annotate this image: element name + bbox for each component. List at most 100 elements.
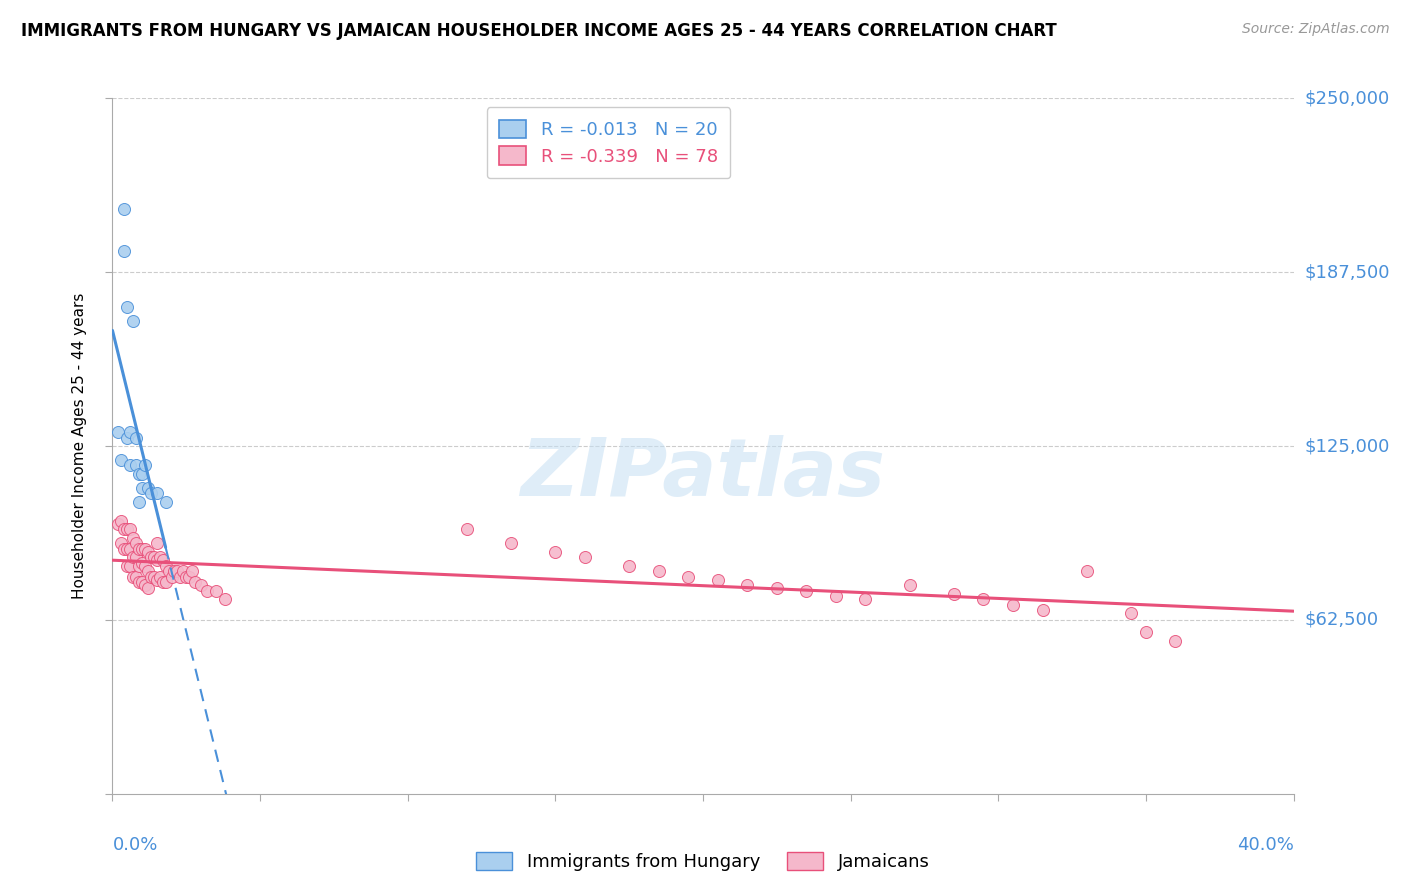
Point <box>544 545 567 559</box>
Point <box>181 564 204 578</box>
Point <box>117 558 138 573</box>
Point <box>195 583 218 598</box>
Point <box>120 523 142 537</box>
Text: 0.0%: 0.0% <box>112 836 157 854</box>
Point <box>155 494 177 508</box>
Point <box>1032 603 1054 617</box>
Point <box>128 575 150 590</box>
Point <box>139 570 162 584</box>
Point <box>134 541 156 556</box>
Point <box>157 564 180 578</box>
Point <box>131 467 153 481</box>
Point <box>134 578 156 592</box>
Point <box>122 531 145 545</box>
Point <box>112 523 135 537</box>
Point <box>139 486 162 500</box>
Text: 40.0%: 40.0% <box>1237 836 1294 854</box>
Point <box>125 550 148 565</box>
Point <box>128 467 150 481</box>
Point <box>179 570 201 584</box>
Point <box>973 592 995 607</box>
Point <box>125 570 148 584</box>
Point <box>120 458 142 473</box>
Point <box>146 486 169 500</box>
Text: $187,500: $187,500 <box>1305 263 1391 281</box>
Point <box>117 431 138 445</box>
Point <box>120 558 142 573</box>
Point <box>125 431 148 445</box>
Point <box>737 578 759 592</box>
Point <box>146 553 169 567</box>
Text: ZIPatlas: ZIPatlas <box>520 434 886 513</box>
Text: $250,000: $250,000 <box>1305 89 1391 107</box>
Point <box>149 550 172 565</box>
Point <box>117 300 138 314</box>
Point <box>174 570 197 584</box>
Point <box>110 453 132 467</box>
Point <box>898 578 921 592</box>
Point <box>574 550 596 565</box>
Point <box>146 573 169 587</box>
Point <box>136 545 159 559</box>
Point <box>122 314 145 328</box>
Text: IMMIGRANTS FROM HUNGARY VS JAMAICAN HOUSEHOLDER INCOME AGES 25 - 44 YEARS CORREL: IMMIGRANTS FROM HUNGARY VS JAMAICAN HOUS… <box>21 22 1057 40</box>
Point <box>160 570 183 584</box>
Point <box>766 581 789 595</box>
Point <box>131 556 153 570</box>
Point <box>1001 598 1024 612</box>
Point <box>110 514 132 528</box>
Point <box>131 575 153 590</box>
Point <box>1119 606 1142 620</box>
Point <box>134 458 156 473</box>
Point <box>125 536 148 550</box>
Point <box>117 523 138 537</box>
Point <box>155 558 177 573</box>
Text: $62,500: $62,500 <box>1305 611 1379 629</box>
Point <box>134 558 156 573</box>
Point <box>110 536 132 550</box>
Point <box>172 564 194 578</box>
Text: $125,000: $125,000 <box>1305 437 1391 455</box>
Point <box>142 550 165 565</box>
Point <box>501 536 523 550</box>
Point <box>112 244 135 259</box>
Point <box>152 575 174 590</box>
Point <box>647 564 671 578</box>
Point <box>1164 633 1187 648</box>
Point <box>1076 564 1098 578</box>
Point <box>619 558 641 573</box>
Point <box>122 550 145 565</box>
Point <box>120 541 142 556</box>
Point <box>456 523 478 537</box>
Point <box>128 558 150 573</box>
Point <box>139 550 162 565</box>
Text: Source: ZipAtlas.com: Source: ZipAtlas.com <box>1241 22 1389 37</box>
Point <box>125 458 148 473</box>
Point <box>131 481 153 495</box>
Point <box>152 553 174 567</box>
Point <box>128 541 150 556</box>
Point <box>128 494 150 508</box>
Point <box>112 541 135 556</box>
Point <box>117 541 138 556</box>
Point <box>120 425 142 439</box>
Point <box>166 564 188 578</box>
Point <box>107 425 129 439</box>
Point <box>146 536 169 550</box>
Point <box>205 583 228 598</box>
Point <box>155 575 177 590</box>
Point <box>131 541 153 556</box>
Point <box>190 578 212 592</box>
Point <box>136 481 159 495</box>
Point <box>142 570 165 584</box>
Legend: R = -0.013   N = 20, R = -0.339   N = 78: R = -0.013 N = 20, R = -0.339 N = 78 <box>486 107 731 178</box>
Legend: Immigrants from Hungary, Jamaicans: Immigrants from Hungary, Jamaicans <box>470 845 936 879</box>
Point <box>824 589 846 603</box>
Point <box>107 516 129 531</box>
Y-axis label: Householder Income Ages 25 - 44 years: Householder Income Ages 25 - 44 years <box>72 293 87 599</box>
Point <box>706 573 728 587</box>
Point <box>214 592 236 607</box>
Point <box>1135 625 1157 640</box>
Point <box>184 575 207 590</box>
Point <box>169 570 191 584</box>
